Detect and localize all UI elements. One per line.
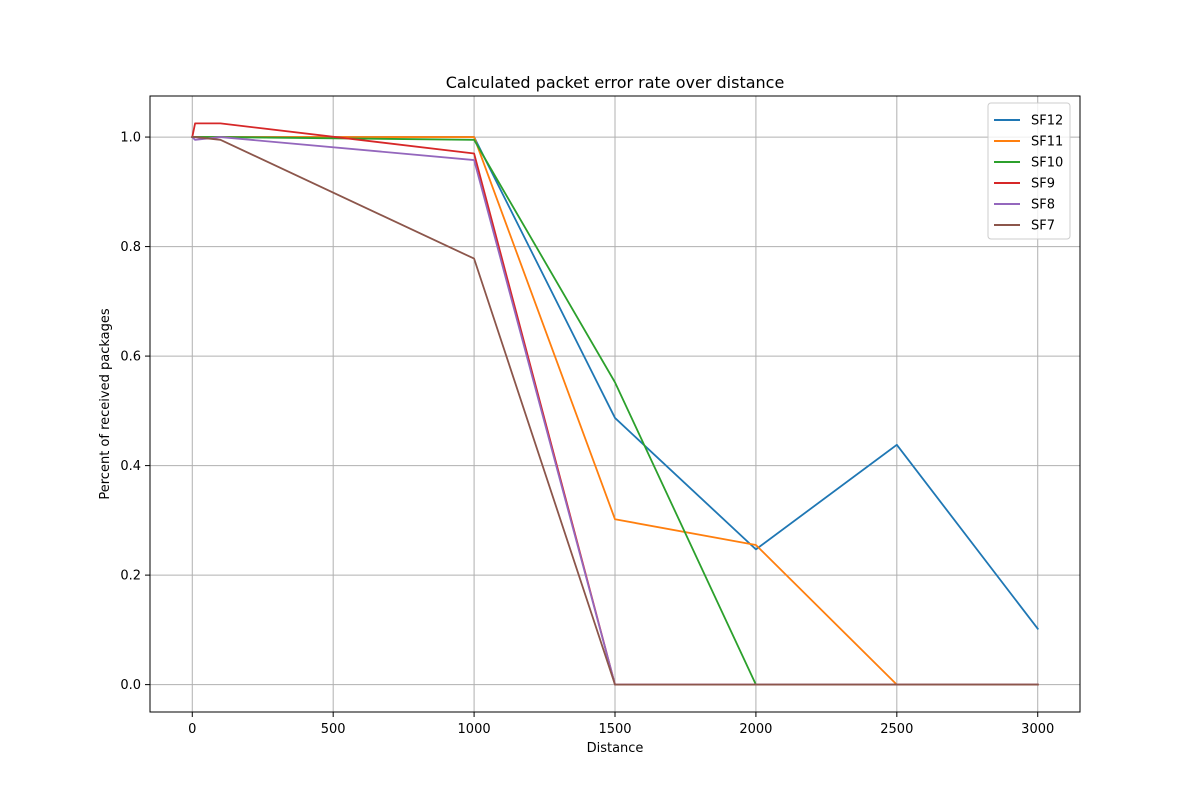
y-tick-label: 0.8 <box>120 240 141 255</box>
series-layer <box>190 122 1039 686</box>
tick-layer: 0 500 1000 1500 2000 2500 3000 0.0 0.2 0.4 0.6 0.8 1… <box>120 131 1054 737</box>
series-line-sf7 <box>191 136 1039 686</box>
x-axis-label: Distance <box>587 741 644 756</box>
x-tick-label: 0 <box>188 722 196 737</box>
x-tick-label: 2000 <box>739 722 772 737</box>
y-tick-label: 0.2 <box>120 569 141 584</box>
legend-entry-sf8: SF8 <box>994 198 1055 213</box>
legend-label: SF7 <box>1031 219 1055 234</box>
y-tick-label: 0.6 <box>120 350 141 365</box>
legend-entry-sf7: SF7 <box>994 219 1055 234</box>
legend-entry-sf11: SF11 <box>994 135 1063 150</box>
grid-layer <box>150 96 1080 712</box>
legend-label: SF9 <box>1031 177 1055 192</box>
legend: SF12 SF11 SF10 SF9 SF8 SF7 <box>987 102 1071 240</box>
y-axis-label: Percent of received packages <box>98 308 113 499</box>
legend-label: SF11 <box>1031 135 1063 150</box>
legend-entry-sf12: SF12 <box>994 114 1063 129</box>
y-tick-label: 0.4 <box>120 459 141 474</box>
x-tick-label: 2500 <box>880 722 913 737</box>
x-tick-label: 1000 <box>458 722 491 737</box>
x-tick-label: 500 <box>321 722 346 737</box>
legend-entry-sf10: SF10 <box>994 156 1063 171</box>
x-tick-label: 1500 <box>598 722 631 737</box>
legend-label: SF12 <box>1031 114 1063 129</box>
legend-label: SF10 <box>1031 156 1063 171</box>
x-tick-label: 3000 <box>1021 722 1054 737</box>
legend-entry-sf9: SF9 <box>994 177 1055 192</box>
legend-label: SF8 <box>1031 198 1055 213</box>
y-tick-label: 1.0 <box>120 131 141 146</box>
chart-title: Calculated packet error rate over distan… <box>446 73 785 92</box>
y-tick-label: 0.0 <box>120 678 141 693</box>
